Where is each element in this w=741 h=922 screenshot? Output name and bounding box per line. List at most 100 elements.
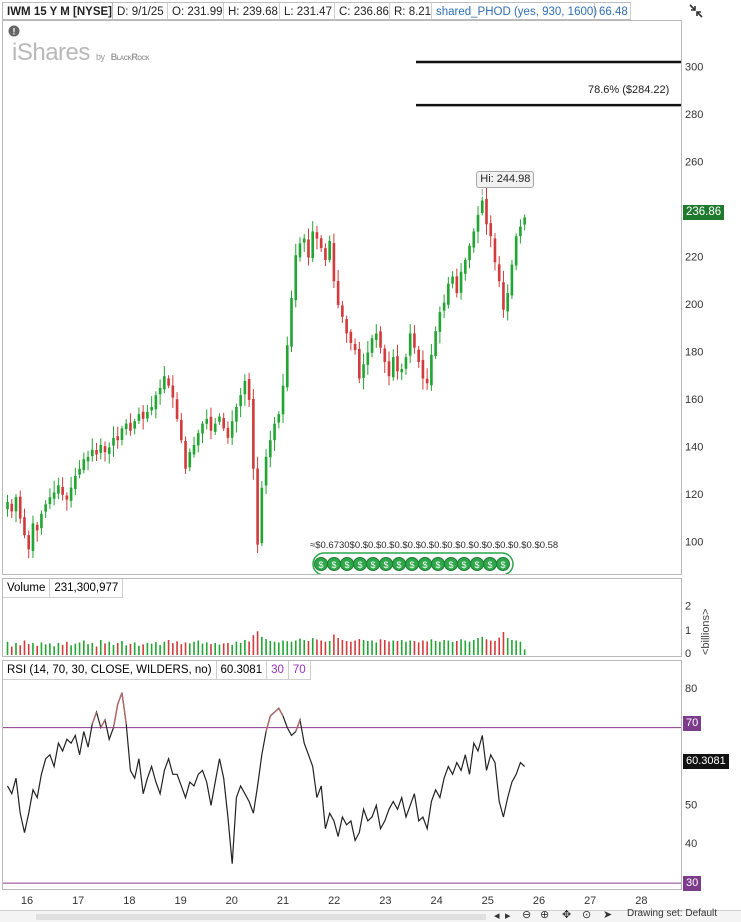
candle-body[interactable] [374,333,378,340]
volume-bar[interactable] [19,645,22,655]
volume-bar[interactable] [83,640,85,656]
candle-body[interactable] [413,333,416,348]
candle-body[interactable] [358,348,361,379]
volume-bar[interactable] [443,640,445,655]
volume-bar[interactable] [184,642,187,655]
volume-bar[interactable] [430,639,433,655]
volume-bar[interactable] [273,641,276,655]
candle-body[interactable] [235,407,238,422]
volume-bar[interactable] [248,641,250,655]
volume-bar[interactable] [379,639,382,655]
candle-body[interactable] [472,231,476,248]
candle-body[interactable] [497,264,501,282]
candle-body[interactable] [510,264,514,296]
volume-bar[interactable] [142,644,144,655]
volume-bar[interactable] [159,645,161,655]
candle-body[interactable] [230,421,234,438]
candle-body[interactable] [120,428,124,440]
candle-body[interactable] [468,245,471,261]
candle-body[interactable] [146,411,149,419]
volume-bar[interactable] [261,636,263,655]
volume-bar[interactable] [434,640,437,655]
volume-bar[interactable] [502,632,505,655]
volume-bar[interactable] [286,641,289,655]
volume-bar[interactable] [316,639,318,655]
volume-bar[interactable] [95,646,98,655]
volume-bar[interactable] [405,641,407,655]
volume-bar[interactable] [451,641,454,655]
info-icon[interactable]: ! [8,25,20,37]
volume-bar[interactable] [400,640,403,655]
candle-body[interactable] [298,243,302,258]
candle-body[interactable] [485,198,488,225]
candle-body[interactable] [103,446,107,453]
candle-body[interactable] [133,421,136,429]
candle-body[interactable] [264,456,268,486]
volume-bar[interactable] [129,643,132,655]
volume-bar[interactable] [417,642,420,655]
candle-body[interactable] [171,385,175,398]
candle-body[interactable] [430,354,433,386]
candle-body[interactable] [302,238,306,243]
candle-body[interactable] [31,523,35,552]
volume-bar[interactable] [205,642,208,655]
volume-bar[interactable] [121,640,123,655]
candle-body[interactable] [158,388,162,395]
candle-body[interactable] [324,248,327,260]
candle-body[interactable] [252,398,255,469]
study-label[interactable]: shared_PHOD (yes, 930, 1600) [432,2,597,20]
volume-bar[interactable] [188,643,191,655]
candle-body[interactable] [294,255,298,301]
volume-bar[interactable] [222,643,225,655]
candle-body[interactable] [370,338,374,353]
candle-body[interactable] [175,399,179,419]
volume-bar[interactable] [231,644,233,655]
volume-bar[interactable] [358,639,361,655]
volume-bar[interactable] [519,641,522,655]
volume-bar[interactable] [53,646,55,655]
volume-bar[interactable] [138,645,140,655]
volume-bar[interactable] [239,642,242,655]
volume-bar[interactable] [87,644,89,655]
volume-bar[interactable] [244,640,246,655]
zoom-in-icon[interactable]: ⊕ [540,909,550,921]
volume-bar[interactable] [350,641,352,655]
rsi-line[interactable] [6,692,526,864]
volume-bar[interactable] [311,638,314,655]
volume-bar[interactable] [40,642,43,655]
reset-icon[interactable]: ⊙ [582,909,592,921]
volume-bar[interactable] [328,640,331,655]
volume-bar[interactable] [210,644,212,655]
volume-bar[interactable] [489,640,492,656]
volume-bar[interactable] [383,640,386,655]
volume-bar[interactable] [176,641,178,655]
volume-bar[interactable] [392,640,395,656]
volume-bar[interactable] [227,642,229,655]
candle-body[interactable] [124,423,128,430]
scroll-right-icon[interactable]: ▸ [505,910,511,922]
volume-bar[interactable] [468,641,471,655]
scroll-left-icon[interactable]: ◂ [494,910,500,922]
volume-bar[interactable] [108,641,111,655]
candle-body[interactable] [438,312,442,332]
volume-bar[interactable] [74,643,77,655]
volume-bar[interactable] [256,631,259,655]
volume-bar[interactable] [269,640,272,655]
candle-body[interactable] [260,487,264,544]
candle-body[interactable] [188,452,192,468]
candle-body[interactable] [57,485,60,494]
candle-body[interactable] [184,440,187,469]
volume-bar[interactable] [337,638,339,655]
volume-bar[interactable] [197,640,200,656]
candle-body[interactable] [82,459,86,471]
candle-body[interactable] [480,200,484,214]
volume-bar[interactable] [354,640,356,656]
volume-bar[interactable] [375,642,378,655]
candle-body[interactable] [345,319,348,334]
candle-body[interactable] [455,276,459,294]
volume-bar[interactable] [214,642,217,655]
volume-bar[interactable] [104,643,106,655]
candle-body[interactable] [141,411,145,419]
volume-bar[interactable] [515,640,517,656]
candle-body[interactable] [129,422,132,431]
